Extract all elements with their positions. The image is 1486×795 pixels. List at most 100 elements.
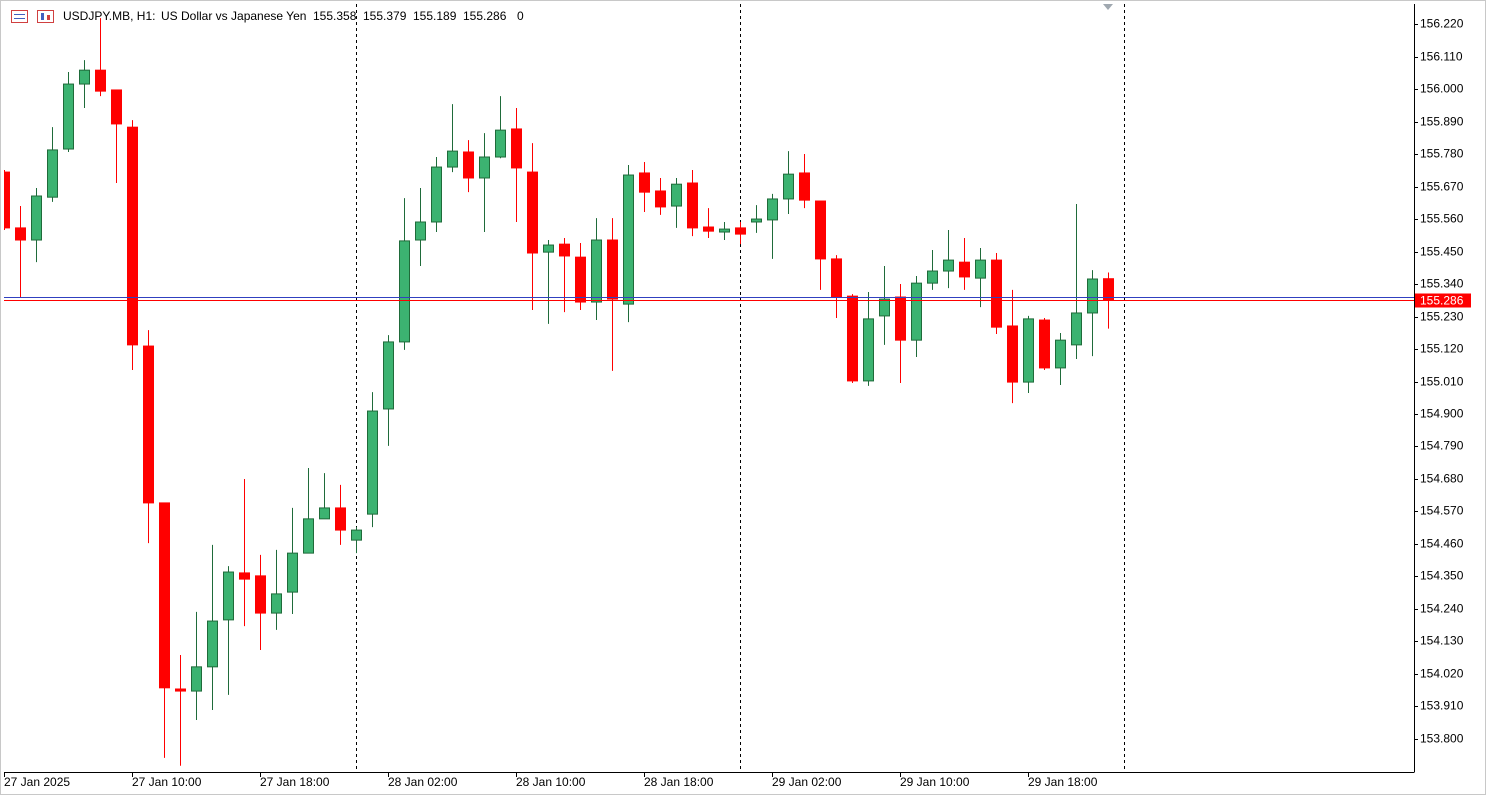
y-tick-label: 155.010 <box>1420 375 1464 389</box>
candle-body <box>575 256 586 303</box>
chart-subtitle: US Dollar vs Japanese Yen <box>161 9 306 23</box>
candle-body <box>303 518 314 554</box>
candle-body <box>687 182 698 229</box>
x-tick-label: 29 Jan 18:00 <box>1028 775 1098 789</box>
candle-body <box>447 150 458 168</box>
candle-body <box>4 171 10 229</box>
x-tick-label: 29 Jan 10:00 <box>900 775 970 789</box>
y-tick-label: 155.890 <box>1420 115 1464 129</box>
x-tick-label: 29 Jan 02:00 <box>772 775 842 789</box>
y-tick-label: 155.230 <box>1420 310 1464 324</box>
candle-body <box>1103 278 1114 301</box>
candle-body <box>991 259 1002 328</box>
candle-body <box>591 239 602 303</box>
candle-body <box>1071 312 1082 346</box>
y-tick-label: 155.670 <box>1420 180 1464 194</box>
candle-body <box>719 228 730 233</box>
candle-body <box>607 239 618 300</box>
y-tick-label: 155.120 <box>1420 342 1464 356</box>
candle-body <box>1007 325 1018 383</box>
candle-body <box>911 282 922 341</box>
candle-body <box>79 69 90 85</box>
y-tick-label: 153.800 <box>1420 732 1464 746</box>
candle-body <box>223 571 234 621</box>
candle-body <box>479 156 490 179</box>
candle-body <box>655 190 666 208</box>
icon <box>37 10 54 23</box>
plot-area <box>4 4 1125 772</box>
candle-body <box>111 89 122 125</box>
candle-body <box>271 593 282 614</box>
candle-body <box>335 507 346 531</box>
candle-body <box>1087 278 1098 314</box>
candle-body <box>255 575 266 614</box>
candle-body <box>863 318 874 382</box>
candle-body <box>95 69 106 92</box>
header-low: 155.189 <box>413 9 457 23</box>
x-tick-label: 28 Jan 18:00 <box>644 775 714 789</box>
candle-body <box>527 171 538 254</box>
candle-body <box>703 226 714 232</box>
candle-body <box>767 198 778 221</box>
candle-body <box>1023 318 1034 383</box>
candle-body <box>815 200 826 260</box>
candle-body <box>207 620 218 668</box>
x-tick-label: 27 Jan 18:00 <box>260 775 330 789</box>
candle-body <box>895 296 906 341</box>
y-tick-label: 154.570 <box>1420 504 1464 518</box>
y-tick-label: 154.130 <box>1420 634 1464 648</box>
y-tick-label: 155.450 <box>1420 245 1464 259</box>
candle-body <box>287 552 298 593</box>
y-tick-label: 154.240 <box>1420 602 1464 616</box>
candle-body <box>351 529 362 541</box>
candle-body <box>927 270 938 284</box>
candle-body <box>495 129 506 158</box>
candle-body <box>959 261 970 278</box>
y-tick-label: 156.220 <box>1420 17 1464 31</box>
candle-body <box>751 218 762 223</box>
icon-bar <box>47 15 50 20</box>
candle-body <box>559 243 570 257</box>
candle-body <box>799 172 810 201</box>
y-tick-label: 155.560 <box>1420 212 1464 226</box>
candle-body <box>463 151 474 179</box>
candle-body <box>175 688 186 692</box>
x-tick-label: 28 Jan 10:00 <box>516 775 586 789</box>
candle-body <box>783 173 794 200</box>
candle-body <box>399 240 410 343</box>
candle-body <box>431 166 442 223</box>
candle-body <box>15 227 26 241</box>
x-tick-label: 27 Jan 2025 <box>4 775 70 789</box>
candle-body <box>847 295 858 382</box>
price-label-box <box>1415 293 1471 308</box>
header-high: 155.379 <box>363 9 407 23</box>
y-tick-label: 156.110 <box>1420 50 1463 64</box>
candle-body <box>543 244 554 253</box>
candle-body <box>367 410 378 515</box>
y-tick-label: 156.000 <box>1420 82 1464 96</box>
y-tick-label: 154.020 <box>1420 667 1464 681</box>
candle-body <box>47 149 58 198</box>
candle-body <box>31 195 42 241</box>
candle-body <box>1039 319 1050 369</box>
candle-body <box>943 259 954 272</box>
candle-body <box>319 507 330 520</box>
y-tick-label: 154.790 <box>1420 439 1464 453</box>
candle-body <box>975 259 986 279</box>
candle-body <box>127 126 138 346</box>
icon <box>11 10 28 23</box>
candle-body <box>1055 339 1066 369</box>
candle-body <box>191 666 202 692</box>
header-close: 155.286 <box>463 9 507 23</box>
y-tick-label: 155.340 <box>1420 277 1464 291</box>
y-tick-label: 155.780 <box>1420 147 1464 161</box>
shift-marker <box>1103 4 1113 10</box>
candle-body <box>623 174 634 305</box>
price-label: 155.286 <box>1420 294 1464 308</box>
candle-body <box>735 227 746 235</box>
header-open: 155.358 <box>313 9 357 23</box>
icons <box>11 10 54 23</box>
candle-body <box>511 128 522 169</box>
